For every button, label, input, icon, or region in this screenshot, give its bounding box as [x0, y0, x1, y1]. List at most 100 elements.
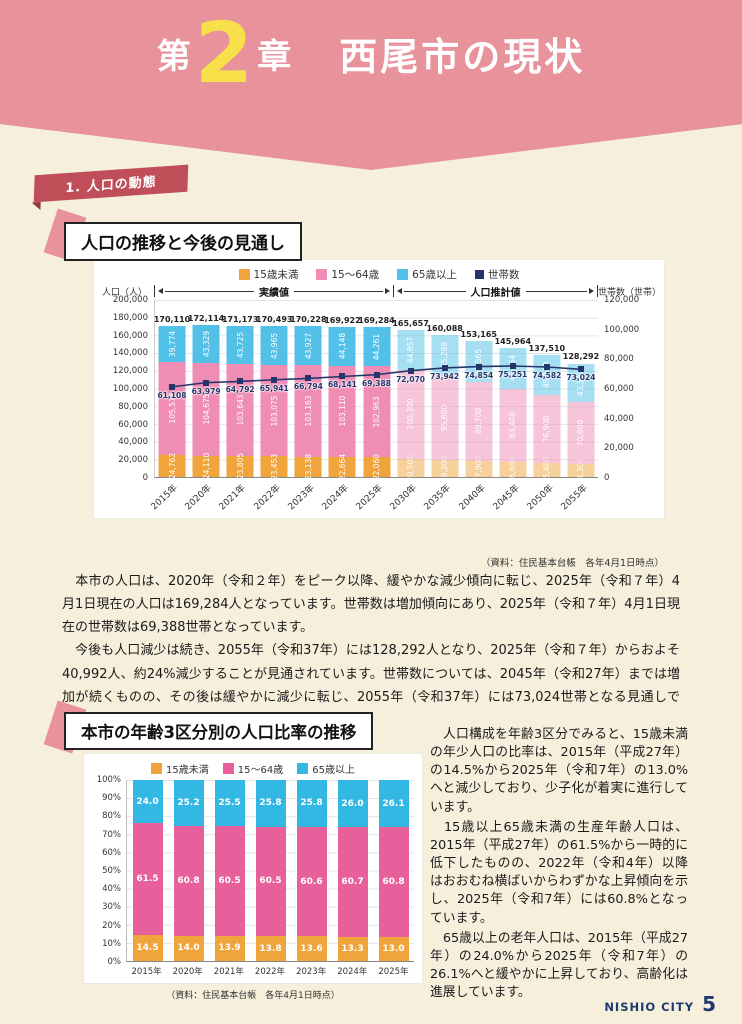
paragraph: 今後も人口減少は続き、2055年（令和37年）には128,292人となり、202… [62, 643, 680, 727]
bar-segment: 95,600 [431, 375, 459, 461]
bar-segment: 22,060 [363, 454, 390, 480]
chart2-plot: 24.0 61.5 14.5 25.2 60.8 14.0 25.5 60.5 13.9 25.8… [126, 780, 414, 962]
bar-column: 26.1 60.8 13.0 [373, 780, 414, 961]
bar-segment: 13.8 [255, 936, 286, 961]
legend-swatch-working [316, 268, 328, 280]
legend-label-over65: 65歳以上 [412, 268, 457, 281]
bar-segment: 14.5 [132, 934, 163, 961]
bar-column: 25.2 60.8 14.0 [168, 780, 209, 961]
chart1-bands: 実績値 人口推計値 [154, 285, 598, 299]
y2-axis-tick: 60,000 [604, 384, 634, 394]
line-value: 73,024 [566, 373, 596, 383]
chart1-plot-row: 200,000 180,000 160,000 140,000 120,000 100,0… [102, 295, 656, 484]
header-chevron [0, 116, 742, 170]
y-axis-tick: 20% [102, 920, 121, 931]
bar-segment: 24,110 [192, 453, 220, 479]
bar-segment-value: 13.3 [341, 943, 364, 954]
bar-segment-value: 13.6 [300, 943, 323, 954]
y-axis-tick: 40,000 [118, 437, 148, 448]
bar-segment: 19,200 [431, 455, 459, 482]
bar-segment-value: 25.8 [259, 798, 282, 809]
y-axis-tick: 60% [102, 847, 121, 858]
chart1-bars: 39,774 105,574 24,762 170,110 43,329 104,675 2… [154, 300, 599, 484]
actual-band: 実績値 [154, 285, 393, 299]
bar-segment-value: 13.0 [382, 944, 405, 955]
page-footer: NISHIO CITY 5 [604, 992, 716, 1016]
bar-segment: 45,565 [465, 341, 493, 382]
legend-item-working: 15～64歳 [222, 761, 284, 776]
bar-segment: 22,664 [328, 454, 356, 480]
y-axis-tick: 90% [102, 793, 121, 804]
bar-segment: 76,900 [533, 395, 561, 464]
chapter-number: 2 [194, 4, 254, 102]
arrow-right-icon [385, 288, 391, 294]
chart2-source-note: （資料：住民基本台帳 各年4月1日時点） [166, 991, 340, 1001]
bar-column: 45,288 95,600 19,200 160,088 [426, 300, 462, 482]
legend-item-working: 15～64歳 [316, 267, 379, 282]
bar-segment: 23,453 [260, 454, 288, 480]
bar-segment: 43,329 [192, 324, 220, 364]
line-value: 72,070 [396, 374, 426, 384]
y2-axis-tick: 120,000 [604, 295, 640, 305]
bar-segment: 17,900 [465, 456, 493, 482]
line-marker [339, 373, 346, 380]
legend-swatch-over65 [397, 268, 409, 280]
band-line [165, 290, 255, 292]
x-axis-label: 2024年 [337, 967, 368, 977]
bar-segment: 60.8 [173, 825, 204, 936]
bar-total-value: 171,173 [221, 314, 259, 324]
chapter-suffix: 章 [257, 37, 292, 78]
y-axis-tick: 0% [107, 957, 122, 967]
age-ratio-chart: 15歳未満 15～64歳 65歳以上 100% 90% 80% 70% 60% 50% 40… [84, 754, 422, 983]
bar-segment: 14.0 [173, 935, 204, 961]
bar-column: 43,927 103,163 23,138 170,228 [290, 300, 326, 480]
y-axis-tick: 70% [102, 829, 121, 840]
band-line [525, 290, 587, 292]
x-axis-label: 2040年 [457, 483, 488, 513]
y2-axis-tick: 40,000 [604, 413, 634, 424]
bar-segment: 44,148 [328, 326, 356, 366]
chart2-legend: 15歳未満 15～64歳 65歳以上 [92, 760, 414, 776]
line-marker [509, 363, 516, 369]
bar-segment: 44,857 [397, 330, 425, 371]
arrow-left-icon [158, 288, 163, 294]
line-marker [169, 383, 176, 390]
bar-segment: 70,600 [567, 401, 595, 465]
section-ribbon: 1. 人口の動態 [33, 164, 189, 203]
chart1-legend: 15歳未満 15～64歳 65歳以上 世帯数 [102, 266, 656, 282]
bar-segment-value: 14.0 [177, 943, 200, 954]
bar-segment-value: 60.7 [341, 877, 364, 887]
bar-segment: 60.5 [214, 826, 245, 936]
legend-label-under15: 15歳未満 [253, 268, 299, 281]
line-marker [407, 367, 414, 374]
x-axis-label: 2045年 [491, 483, 522, 513]
chart2-y-axis: 100% 90% 80% 70% 60% 50% 40% 30% 20% 10% 0% [92, 775, 126, 967]
bar-segment: 60.7 [337, 827, 368, 937]
left-axis-title: 人口（人） [102, 287, 148, 298]
bar-segment-value: 60.5 [259, 876, 282, 887]
legend-swatch-under15 [151, 762, 163, 774]
y-axis-tick: 80% [102, 811, 121, 822]
bar-segment: 60.8 [378, 827, 409, 938]
y-axis-tick: 160,000 [112, 330, 148, 341]
x-axis-label: 2020年 [183, 483, 215, 513]
chart2-xlabels: 2015年 2020年 2021年 2022年 2023年 2024年 2025年 [126, 965, 414, 977]
line-value: 65,941 [259, 383, 289, 393]
section1-body: 本市の人口は、2020年（令和２年）をピーク以降、緩やかな減少傾向に転じ、202… [62, 570, 680, 732]
projection-band: 人口推計値 [393, 285, 598, 299]
bar-segment: 89,700 [465, 381, 493, 462]
section2-body: 人口構成を年齢3区分でみると、15歳未満の年少人口の比率は、2015年（平成27… [430, 726, 688, 1004]
bar-segment-value: 60.8 [382, 877, 405, 888]
bar-column: 43,329 104,675 24,110 172,114 [188, 300, 224, 480]
bar-segment: 13.0 [378, 937, 409, 961]
x-axis-label: 2023年 [296, 967, 327, 977]
line-value: 69,388 [362, 378, 391, 388]
line-marker [577, 366, 584, 373]
bar-total-value: 145,964 [494, 336, 532, 346]
actual-band-label: 実績値 [259, 287, 290, 299]
bar-segment: 103,110 [328, 365, 356, 457]
x-axis-label: 2023年 [286, 483, 317, 513]
legend-label-working: 15～64歳 [331, 268, 380, 281]
legend-label-over65: 65歳以上 [312, 764, 355, 776]
legend-label-working: 15～64歳 [237, 764, 284, 776]
